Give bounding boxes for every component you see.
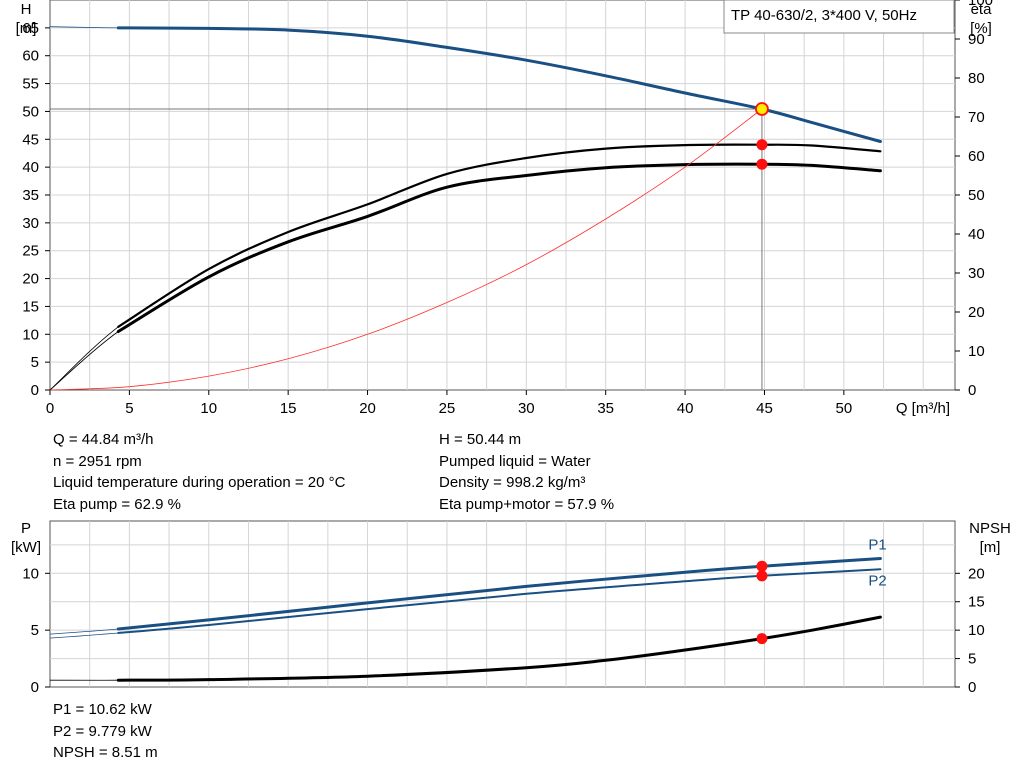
x-tick-label: 20 — [359, 400, 376, 417]
y-tick-label-right: 100 — [968, 0, 993, 9]
y-tick-label-left: 50 — [22, 103, 39, 120]
x-tick-label: 0 — [46, 400, 54, 417]
eta-total-curve — [116, 162, 882, 333]
y-tick-label-right: 30 — [968, 265, 985, 282]
y-tick-label-right: 40 — [968, 226, 985, 243]
y-tick-label-left: 55 — [22, 76, 39, 93]
p2-series-label: P2 — [868, 572, 886, 589]
x-tick-label: 35 — [597, 400, 614, 417]
p1-series-label: P1 — [868, 537, 886, 554]
info-flow: Q = 44.84 m³/h — [53, 431, 154, 448]
info-p1: P1 = 10.62 kW — [53, 701, 152, 718]
y-tick-label-right: 20 — [968, 304, 985, 321]
x-tick-label: 10 — [200, 400, 217, 417]
y-tick-label-left: 10 — [22, 565, 39, 582]
y-tick-label-left: 10 — [22, 326, 39, 343]
x-tick-label: 50 — [836, 400, 853, 417]
info-eta-pump: Eta pump = 62.9 % — [53, 495, 181, 513]
info-npsh: NPSH = 8.51 m — [53, 744, 158, 761]
y-tick-label-left: 0 — [31, 382, 39, 399]
info-block-left: Q = 44.84 m³/h n = 2951 rpm Liquid tempe… — [53, 429, 345, 515]
y-tick-label-right: 0 — [968, 382, 976, 399]
y-tick-label-left: 15 — [22, 298, 39, 315]
chart-title: TP 40-630/2, 3*400 V, 50Hz — [731, 7, 917, 24]
info-block-bottom: P1 = 10.62 kW P2 = 9.779 kW NPSH = 8.51 … — [53, 699, 158, 764]
y-tick-label-right: 20 — [968, 565, 985, 582]
y-axis-title-left: P [kW] — [11, 520, 41, 556]
x-tick-label: 15 — [280, 400, 297, 417]
x-tick-label: 40 — [677, 400, 694, 417]
info-block-right: H = 50.44 m Pumped liquid = Water Densit… — [439, 429, 614, 515]
y-tick-label-left: 0 — [31, 679, 39, 696]
info-pumped-liquid: Pumped liquid = Water — [439, 452, 591, 470]
chart-title-box — [723, 0, 955, 34]
x-axis-title: Q [m³/h] — [896, 400, 950, 417]
info-head: H = 50.44 m — [439, 431, 522, 448]
y-axis-title-right: NPSH [m] — [969, 520, 1011, 556]
y-tick-label-right: 70 — [968, 109, 985, 126]
y-tick-label-right: 15 — [968, 594, 985, 611]
y-tick-label-left: 5 — [31, 622, 39, 639]
y-tick-label-left: 35 — [22, 187, 39, 204]
head-curve — [116, 26, 882, 143]
y-tick-label-left: 20 — [22, 271, 39, 288]
p1-curve-extension — [49, 628, 119, 635]
x-tick-label: 45 — [756, 400, 773, 417]
eta-pump-curve — [117, 143, 882, 328]
info-eta-pump-motor: Eta pump+motor = 57.9 % — [439, 495, 615, 513]
p2-point-marker — [756, 570, 768, 582]
head-curve-extension — [49, 26, 119, 29]
y-tick-label-right: 10 — [968, 622, 985, 639]
y-tick-label-right: 0 — [968, 679, 976, 696]
info-speed: n = 2951 rpm — [53, 452, 142, 470]
info-density: Density = 998.2 kg/m³ — [439, 474, 586, 491]
p2-curve-extension — [49, 632, 119, 639]
x-tick-label: 30 — [518, 400, 535, 417]
y-tick-label-left: 40 — [22, 159, 39, 176]
x-tick-label: 25 — [439, 400, 456, 417]
info-liquid-temperature: Liquid temperature during operation = 20… — [53, 474, 346, 491]
y-tick-label-left: 60 — [22, 48, 39, 65]
y-tick-label-right: 80 — [968, 70, 985, 87]
y-tick-label-left: 45 — [22, 131, 39, 148]
head-efficiency-chart: 0 5 10 15 20 25 30 35 40 45 50 0 5 10 15 20 25 30 35 40 45 50… — [16, 0, 993, 417]
y-axis-title-right: eta [%] — [970, 1, 992, 37]
npsh-curve — [116, 615, 882, 682]
x-tick-label: 5 — [125, 400, 133, 417]
y-tick-label-right: 90 — [968, 31, 985, 48]
npsh-point-marker — [756, 633, 768, 645]
y-tick-label-right: 50 — [968, 187, 985, 204]
operating-point-marker — [755, 102, 769, 116]
y-tick-label-left: 25 — [22, 243, 39, 260]
y-axis-title-left: H [m] — [16, 1, 37, 37]
y-tick-label-right: 60 — [968, 148, 985, 165]
system-curve — [49, 108, 763, 391]
power-npsh-chart: 0 5 10 0 5 10 15 20 P [kW] NPSH [m] P1 P2 — [11, 520, 1011, 696]
y-tick-label-left: 30 — [22, 215, 39, 232]
plot-frame — [49, 520, 956, 688]
eta-total-point-marker — [756, 158, 768, 170]
info-p2: P2 = 9.779 kW — [53, 722, 152, 740]
y-tick-label-left: 65 — [22, 20, 39, 37]
eta-pump-point-marker — [756, 139, 768, 151]
eta-total-curve-extension — [49, 331, 119, 391]
y-tick-label-right: 5 — [968, 651, 976, 668]
y-tick-label-left: 5 — [31, 354, 39, 371]
p1-point-marker — [756, 560, 768, 572]
y-tick-label-right: 10 — [968, 343, 985, 360]
